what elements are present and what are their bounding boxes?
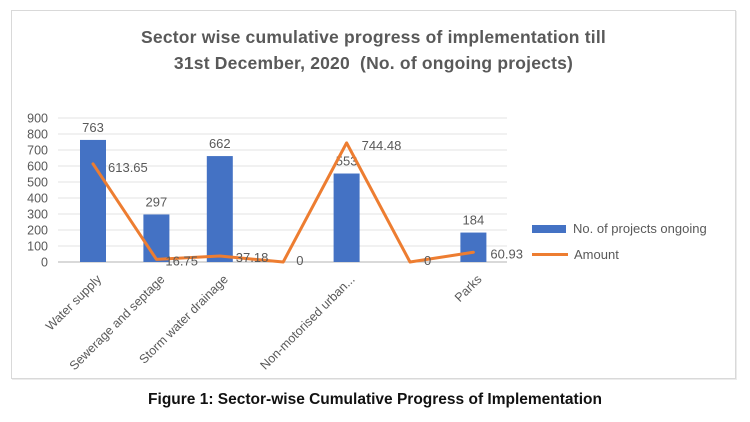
amount-line[interactable]: [91, 141, 475, 264]
bar-6[interactable]: [460, 232, 487, 262]
line-label: 744.48: [362, 138, 402, 153]
bar-label: 763: [82, 120, 104, 135]
bar-label: 553: [336, 154, 358, 169]
legend-label-projects: No. of projects ongoing: [573, 221, 707, 236]
x-axis-label: Water supply: [43, 272, 105, 334]
legend-item-projects[interactable]: No. of projects ongoing: [532, 220, 707, 237]
y-tick-label: 400: [27, 192, 48, 206]
line-label: 60.93: [490, 246, 523, 261]
line-label: 0: [424, 253, 431, 268]
y-tick-label: 100: [27, 240, 48, 254]
y-tick-label: 500: [27, 176, 48, 190]
line-label: 16.75: [165, 253, 198, 268]
line-label: 0: [296, 253, 303, 268]
line-label: 613.65: [108, 160, 148, 175]
bar-label: 297: [146, 194, 168, 209]
legend-line-swatch-icon: [532, 253, 568, 256]
y-tick-label: 900: [27, 112, 48, 126]
y-tick-label: 300: [27, 208, 48, 222]
bar-1[interactable]: [143, 214, 170, 262]
bar-label: 184: [463, 213, 485, 228]
bar-0[interactable]: [80, 139, 106, 262]
y-tick-label: 600: [27, 160, 48, 174]
x-axis-label: Non-motorised urban...: [257, 272, 357, 372]
y-tick-label: 800: [27, 128, 48, 142]
chart-title-line2: 31st December, 2020 (No. of ongoing proj…: [173, 53, 574, 73]
chart-title-line1: Sector wise cumulative progress of imple…: [141, 27, 606, 47]
y-tick-label: 200: [27, 224, 48, 238]
bar-label: 662: [209, 136, 231, 151]
legend-bar-swatch-icon: [532, 224, 566, 233]
legend-item-amount[interactable]: Amount: [532, 246, 707, 263]
chart-title: Sector wise cumulative progress of imple…: [11, 24, 736, 76]
bar-2[interactable]: [206, 156, 233, 262]
figure-caption: Figure 1: Sector-wise Cumulative Progres…: [148, 391, 602, 408]
y-tick-label: 0: [41, 256, 48, 270]
bar-4[interactable]: [333, 173, 360, 262]
y-tick-label: 700: [27, 144, 48, 158]
x-axis-label: Parks: [452, 272, 484, 304]
chart-legend: No. of projects ongoing Amount: [532, 220, 707, 263]
legend-label-amount: Amount: [574, 247, 619, 262]
line-label: 37.18: [236, 250, 269, 265]
